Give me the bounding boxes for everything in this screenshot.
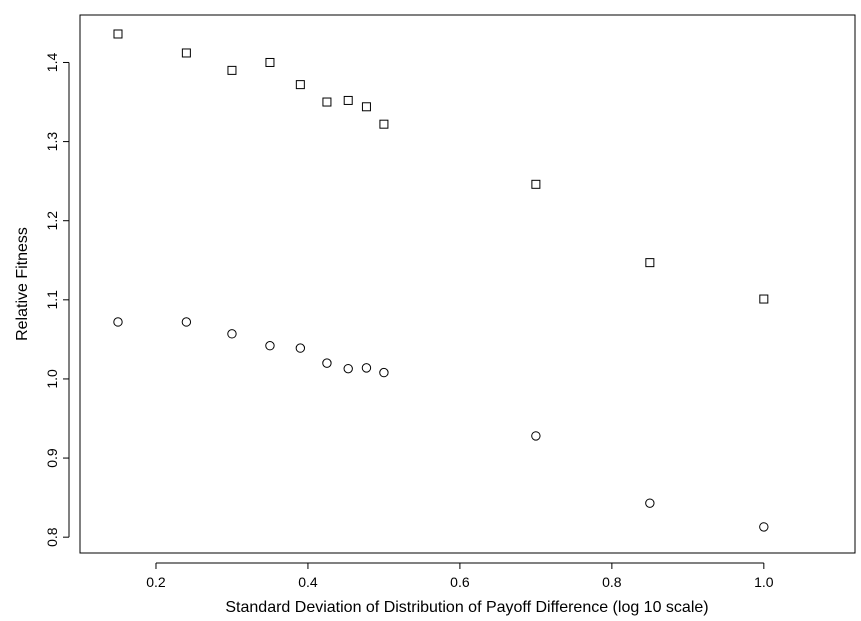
circle-point — [181, 317, 192, 327]
x-tick-label: 0.4 — [298, 574, 318, 590]
x-tick-label: 0.6 — [450, 574, 470, 590]
square-point — [113, 29, 123, 39]
circle-point — [531, 431, 541, 441]
square-point — [343, 95, 353, 105]
y-tick-label: 1.2 — [44, 211, 60, 231]
square-point — [265, 57, 275, 67]
plot-frame — [79, 14, 856, 554]
x-axis: 0.2 0.4 0.6 0.8 1.0 — [146, 562, 774, 590]
x-tick-label: 0.8 — [602, 574, 622, 590]
square-point — [379, 119, 389, 129]
y-tick-label: 0.8 — [44, 527, 60, 547]
square-point — [531, 179, 541, 189]
circle-point — [759, 522, 769, 532]
square-point — [645, 258, 655, 268]
circle-point — [227, 329, 237, 339]
square-point — [322, 97, 332, 107]
square-point — [295, 80, 305, 90]
x-tick-label: 1.0 — [754, 574, 774, 590]
circle-point — [265, 341, 275, 351]
y-axis-label: Relative Fitness — [14, 227, 31, 341]
square-point — [227, 65, 237, 75]
square-point — [361, 102, 371, 112]
data-points — [113, 29, 769, 532]
y-tick-label: 1.3 — [44, 132, 60, 152]
circle-point — [645, 498, 655, 508]
circle-point — [379, 367, 389, 378]
y-tick-label: 1.4 — [44, 53, 60, 73]
circle-point — [113, 317, 123, 327]
circle-point — [361, 363, 372, 373]
circle-point — [343, 363, 353, 374]
y-tick-label: 0.9 — [44, 448, 60, 468]
y-axis: 0.8 0.9 1.0 1.1 1.2 1.3 1.4 — [44, 53, 70, 547]
x-tick-label: 0.2 — [146, 574, 166, 590]
y-tick-label: 1.0 — [44, 369, 60, 389]
y-tick-label: 1.1 — [44, 290, 60, 310]
x-axis-label: Standard Deviation of Distribution of Pa… — [225, 599, 708, 616]
square-point — [181, 48, 191, 58]
square-point — [759, 294, 769, 304]
circle-point — [295, 343, 306, 353]
circle-point — [322, 358, 332, 368]
